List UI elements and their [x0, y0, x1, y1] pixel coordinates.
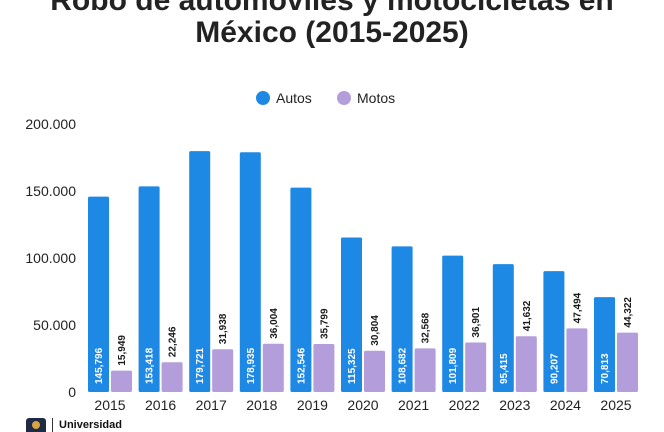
autos-value-label-2016: 153,418	[145, 347, 156, 384]
legend-label-autos: Autos	[276, 90, 312, 106]
autos-bar-2025	[594, 297, 615, 392]
autos-bar-2018	[239, 152, 261, 392]
y-tick-label: 150.000	[25, 183, 76, 199]
legend-swatch-autos	[256, 91, 270, 105]
autos-value-label-2019: 152,546	[296, 347, 307, 384]
motos-value-label-2024: 47,494	[572, 292, 583, 323]
x-tick-label-2023: 2023	[499, 397, 530, 413]
motos-value-label-2018: 36,004	[269, 308, 280, 339]
x-tick-label-2021: 2021	[398, 397, 429, 413]
motos-value-label-2021: 32,568	[421, 312, 432, 343]
autos-value-label-2020: 115,325	[347, 348, 358, 384]
x-tick-label-2025: 2025	[600, 397, 631, 413]
x-tick-label-2019: 2019	[297, 397, 328, 413]
motos-bar-2020	[364, 350, 385, 392]
x-tick-label-2022: 2022	[449, 397, 480, 413]
x-tick-label-2015: 2015	[94, 397, 125, 413]
motos-value-label-2023: 41,632	[522, 300, 533, 331]
autos-value-label-2025: 70,813	[600, 353, 611, 384]
autos-bar-2021	[391, 246, 413, 392]
x-tick-label-2016: 2016	[145, 397, 176, 413]
autos-bar-2019	[290, 187, 312, 392]
x-tick-label-2018: 2018	[246, 397, 277, 413]
y-tick-label: 50.000	[33, 317, 76, 333]
motos-bar-2019	[313, 344, 335, 392]
autos-bar-2017	[189, 151, 211, 392]
motos-value-label-2022: 36,901	[471, 307, 482, 338]
autos-bar-2015	[88, 196, 109, 392]
autos-bar-2016	[138, 186, 160, 392]
logo-text: Universidad	[59, 419, 122, 431]
motos-bar-2023	[515, 336, 537, 392]
motos-value-label-2019: 35,799	[319, 308, 330, 339]
motos-value-label-2015: 15,949	[117, 335, 128, 366]
autos-value-label-2021: 108,682	[398, 347, 409, 384]
logo-divider	[52, 418, 53, 432]
autos-value-label-2023: 95,415	[499, 353, 510, 384]
motos-bar-2016	[161, 362, 183, 392]
legend-swatch-motos	[337, 91, 351, 105]
autos-bar-2022	[442, 255, 464, 392]
y-tick-label: 100.000	[25, 250, 76, 266]
motos-value-label-2017: 31,938	[218, 313, 229, 344]
motos-bar-2018	[262, 343, 284, 392]
y-tick-label: 0	[68, 384, 76, 400]
motos-bar-2015	[111, 370, 132, 392]
motos-value-label-2025: 44,322	[623, 297, 634, 328]
y-tick-label: 200.000	[25, 116, 76, 132]
chart-title-line-2: México (2015-2025)	[195, 16, 469, 49]
autos-bar-2023	[492, 264, 514, 392]
autos-value-label-2017: 179,721	[195, 347, 206, 384]
autos-value-label-2018: 178,935	[246, 347, 257, 384]
motos-bar-2025	[617, 332, 638, 392]
autos-value-label-2024: 90,207	[549, 353, 560, 384]
motos-bar-2021	[414, 348, 436, 392]
shield-icon	[26, 418, 46, 432]
university-logo: Universidad	[26, 418, 122, 432]
x-tick-label-2024: 2024	[550, 397, 581, 413]
motos-bar-2017	[212, 349, 234, 392]
motos-value-label-2016: 22,246	[168, 326, 179, 357]
chart-title-line-1: Robo de automóviles y motocicletas en	[50, 0, 614, 17]
autos-bar-2024	[543, 271, 565, 392]
autos-value-label-2022: 101,809	[448, 347, 459, 384]
motos-bar-2022	[465, 342, 487, 392]
autos-bar-2020	[341, 237, 362, 392]
motos-value-label-2020: 30,804	[370, 315, 381, 346]
legend-label-motos: Motos	[357, 90, 395, 106]
x-tick-label-2020: 2020	[347, 397, 378, 413]
x-tick-label-2017: 2017	[196, 397, 227, 413]
motos-bar-2024	[566, 328, 588, 392]
autos-value-label-2015: 145,796	[94, 347, 105, 384]
